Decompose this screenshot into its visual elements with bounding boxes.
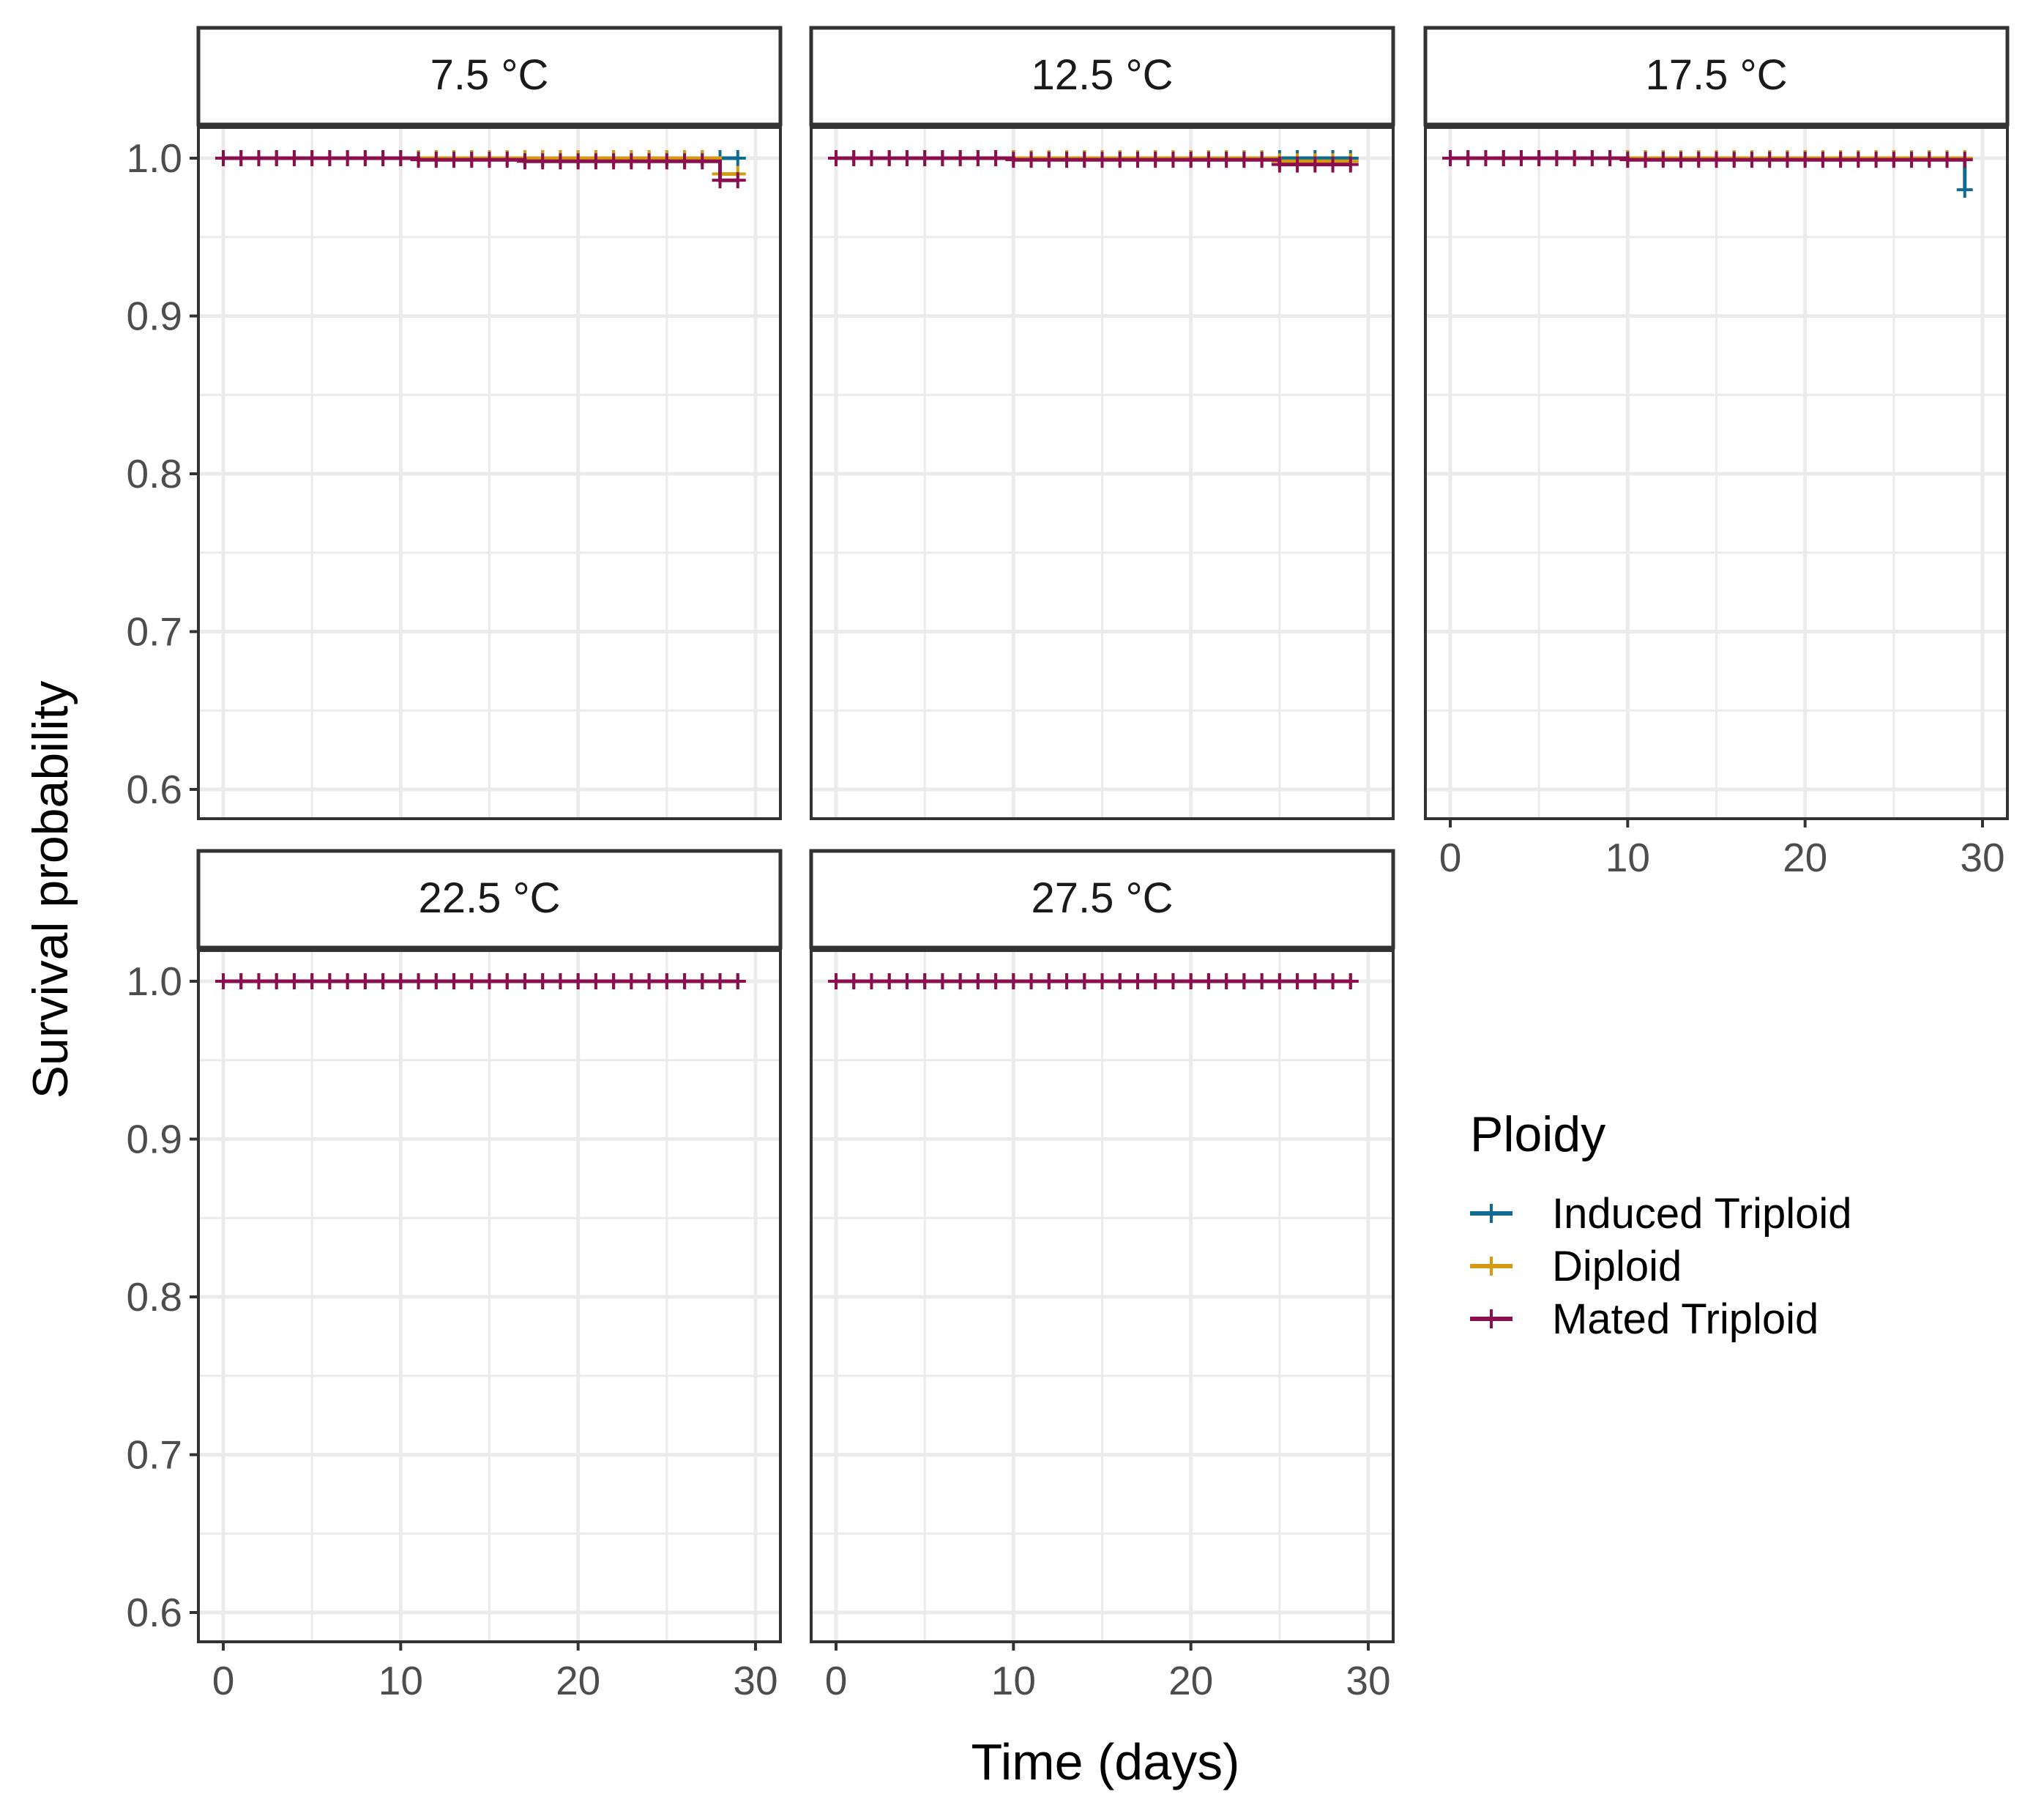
legend: Ploidy Induced Triploid Diploid Mated Trip…: [1470, 1106, 1851, 1343]
y-tick-label: 1.0: [127, 959, 182, 1004]
facet-strip-label: 17.5 °C: [1645, 51, 1787, 99]
x-tick-label: 10: [378, 1658, 423, 1703]
facet-panel: 17.5 °C 0 10 20 30: [1423, 26, 2010, 880]
x-tick-label: 0: [825, 1658, 848, 1703]
x-tick-label: 30: [733, 1658, 777, 1703]
x-tick-label: 30: [1960, 835, 2004, 880]
x-tick-label: 20: [1168, 1658, 1213, 1703]
x-tick-label: 10: [1605, 835, 1650, 880]
facet-panel: 12.5 °C: [809, 26, 1395, 820]
x-axis-title: Time (days): [971, 1733, 1240, 1790]
panel-border: [1424, 126, 2009, 820]
legend-title: Ploidy: [1470, 1106, 1605, 1162]
facet-strip: [1423, 26, 2010, 127]
facet-panel: 27.5 °C 0 10 20 30: [809, 849, 1395, 1703]
y-tick-label: 0.7: [127, 1432, 182, 1478]
x-tick-label: 30: [1346, 1658, 1390, 1703]
y-tick-label: 0.8: [127, 1274, 182, 1320]
y-tick-label: 0.9: [127, 294, 182, 339]
facet-strip: [196, 26, 783, 127]
x-tick-label: 0: [1439, 835, 1462, 880]
y-tick-label: 0.6: [127, 1590, 182, 1635]
legend-entry: Diploid: [1470, 1243, 1682, 1290]
y-tick-label: 0.8: [127, 451, 182, 496]
legend-entry: Mated Triploid: [1470, 1295, 1819, 1343]
facet-strip-label: 12.5 °C: [1031, 51, 1173, 99]
x-tick-label: 20: [1783, 835, 1827, 880]
facet-panel: 22.5 °C 0.6 0.7 0.8 0.9 1.0 0 10 20 30: [127, 849, 783, 1703]
panel-border: [810, 949, 1395, 1643]
legend-entry-label: Diploid: [1552, 1243, 1682, 1290]
legend-entry: Induced Triploid: [1470, 1190, 1851, 1238]
facet-strip: [196, 849, 783, 950]
facet-strip: [809, 26, 1395, 127]
legend-entry-label: Induced Triploid: [1552, 1190, 1851, 1238]
y-tick-label: 0.7: [127, 609, 182, 655]
facet-strip-label: 22.5 °C: [418, 874, 560, 922]
x-tick-label: 20: [556, 1658, 600, 1703]
x-tick-label: 10: [991, 1658, 1036, 1703]
facet-panels: 7.5 °C 0.6 0.7 0.8 0.9 1.0 12.5 °C 17.5 °C 0 10 20…: [127, 26, 2010, 1703]
facet-panel: 7.5 °C 0.6 0.7 0.8 0.9 1.0: [127, 26, 783, 820]
x-tick-label: 0: [212, 1658, 235, 1703]
facet-strip-label: 7.5 °C: [430, 51, 549, 99]
facet-strip: [809, 849, 1395, 950]
facet-strip-label: 27.5 °C: [1031, 874, 1173, 922]
legend-entry-label: Mated Triploid: [1552, 1295, 1819, 1343]
y-axis-title: Survival probability: [23, 681, 78, 1099]
y-tick-label: 0.9: [127, 1117, 182, 1162]
y-tick-label: 0.6: [127, 767, 182, 812]
y-tick-label: 1.0: [127, 135, 182, 181]
panel-border: [810, 126, 1395, 820]
